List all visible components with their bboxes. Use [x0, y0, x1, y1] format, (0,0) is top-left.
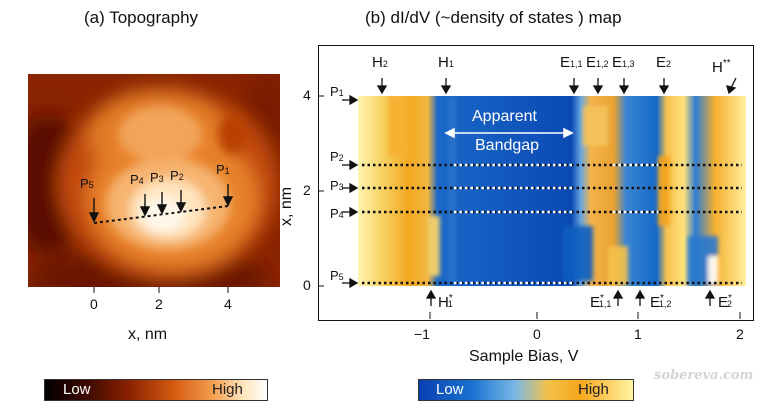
panel-b-title: (b) dI/dV (~density of states ) map	[365, 8, 622, 27]
bottom-marker-arrows	[425, 289, 716, 306]
dos-colorbar-high: High	[578, 381, 609, 398]
marker-h1-star: H*1	[438, 293, 453, 311]
panel-b-ylabel: x, nm	[278, 186, 295, 226]
topography-colorbar-low: Low	[63, 381, 91, 398]
panel-a-xtick-0: 0	[90, 296, 98, 312]
row-label-p4: P4	[330, 206, 344, 221]
marker-e2-star: E*2	[718, 293, 732, 311]
marker-e11-star: E*1,1	[590, 293, 612, 311]
marker-e12: E1,2	[586, 54, 609, 71]
marker-e11: E1,1	[560, 54, 583, 71]
marker-h2: H2	[372, 54, 388, 71]
panel-b-xlabel: Sample Bias, V	[469, 348, 579, 365]
panel-b-xtick-1: 1	[634, 326, 642, 342]
point-label-p2: P2	[170, 168, 184, 183]
watermark: sobereva.com	[654, 368, 754, 383]
row-label-arrows	[342, 94, 359, 289]
marker-h-double-star: H**	[712, 58, 731, 76]
panel-b-xaxis	[429, 312, 741, 319]
row-label-p1: P1	[330, 84, 344, 99]
row-label-p3: P3	[330, 178, 344, 193]
topography-colorbar	[44, 379, 268, 401]
panel-a-title: (a) Topography	[84, 8, 199, 27]
panel-b-xtick-2: 2	[736, 326, 744, 342]
profile-arrows	[88, 184, 234, 223]
bandgap-label-line1: Apparent	[472, 108, 537, 125]
panel-b-yaxis	[318, 95, 324, 287]
panel-a-xaxis	[93, 287, 229, 293]
marker-h1: H1	[438, 54, 454, 71]
topography-colorbar-high: High	[212, 381, 243, 398]
panel-a-xtick-2: 2	[155, 296, 163, 312]
topography-image	[8, 74, 298, 309]
top-marker-arrows	[376, 77, 737, 95]
point-label-p1: P1	[216, 162, 230, 177]
dos-heatmap	[358, 96, 746, 286]
dos-map-frame	[318, 45, 754, 321]
bandgap-label-line2: Bandgap	[475, 137, 540, 154]
point-label-p3: P3	[150, 170, 164, 185]
row-label-p2: P2	[330, 149, 344, 164]
marker-e2: E2	[656, 54, 672, 71]
point-label-p4: P4	[130, 172, 144, 187]
marker-e13: E1,3	[612, 54, 635, 71]
panel-a-xtick-4: 4	[224, 296, 232, 312]
point-label-p5: P5	[80, 176, 94, 191]
panel-a-xlabel: x, nm	[128, 326, 168, 343]
row-label-p5: P5	[330, 268, 344, 283]
panel-b-ytick-0: 0	[303, 277, 311, 293]
panel-b-xtick-0: 0	[533, 326, 541, 342]
dos-colorbar	[418, 379, 634, 401]
dos-colorbar-low: Low	[436, 381, 464, 398]
panel-b-ytick-4: 4	[303, 87, 311, 103]
panel-b-ytick-2: 2	[303, 182, 311, 198]
panel-b-xtick-neg1: −1	[414, 326, 430, 342]
marker-e12-star: E*1,2	[650, 293, 672, 311]
topography-svg	[8, 74, 298, 309]
